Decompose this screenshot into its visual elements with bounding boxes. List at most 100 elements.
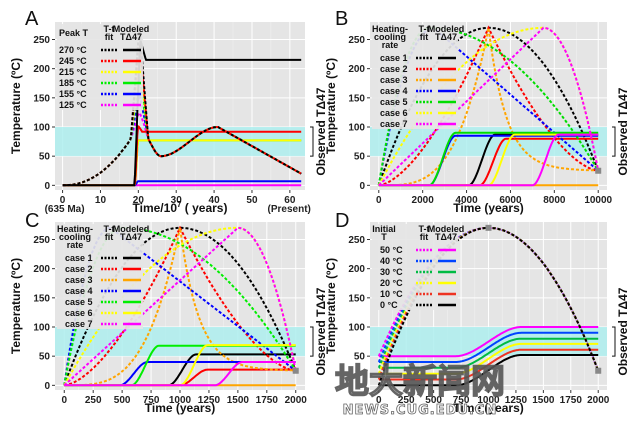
legend-title: cooling (59, 232, 91, 242)
curves (62, 30, 302, 187)
modeled-line (378, 354, 599, 387)
x-tick-label: 50 (246, 195, 258, 206)
panel-c: 0 250 500 750 1000 1250 1500 1750 2000 0 50 100 150 2… (9, 210, 328, 415)
legend-label: 20 °C (380, 278, 403, 288)
legend-title: fit (420, 32, 429, 42)
observed-bracket (612, 326, 616, 357)
legend-label: case 6 (65, 308, 93, 318)
legend-title: T-t (419, 224, 430, 234)
x-tick-label: 1250 (198, 395, 221, 406)
x-tick-label: 0 (376, 395, 382, 406)
legend-title: TΔ47 (120, 232, 142, 242)
y-tick-label: 50 (39, 152, 51, 163)
legend-box (372, 24, 458, 129)
watermark-url: NEWS.CUG.EDU.CN (343, 403, 498, 418)
legend-label: 30 °C (380, 267, 403, 277)
x-tick-label: 0 (376, 195, 382, 206)
y-axis-label: Temperature (ºC) (9, 258, 23, 354)
right-axis-label: Observed TΔ47 (314, 87, 328, 175)
y-tick-label: 150 (348, 293, 365, 304)
x-tick-label: 250 (85, 395, 102, 406)
observed-bracket (310, 326, 314, 357)
panel-letter: A (25, 8, 39, 30)
y-tick-label: 250 (348, 35, 365, 46)
peak-marker (485, 224, 492, 231)
legend-label: 155 °C (59, 89, 87, 99)
legend-label: case 2 (380, 64, 408, 74)
x-tick-label: 10 (95, 195, 107, 206)
y-tick-label: 0 (359, 181, 365, 192)
y-tick-label: 200 (33, 264, 50, 275)
modeled-line (378, 331, 599, 363)
legend-label: case 1 (380, 53, 408, 63)
legend-label: 185 °C (59, 78, 87, 88)
x-tick-label: 4000 (455, 195, 478, 206)
legend-label: case 7 (380, 119, 408, 129)
x-axis-label: Time (years) (453, 401, 523, 415)
legend-title: Modeled (113, 224, 150, 234)
panel-d: 0 250 500 750 1000 1250 1500 1750 2000 50 100 150 20… (324, 210, 630, 415)
x-tick-label: 30 (171, 195, 183, 206)
right-axis-label: Observed TΔ47 (616, 87, 630, 175)
tt-fit-line (64, 227, 296, 387)
legend-title: Modeled (113, 24, 150, 34)
modeled-line (378, 326, 599, 358)
y-tick-label: 100 (348, 323, 365, 334)
tt-fit-line (62, 44, 302, 187)
x-tick-label: 500 (425, 395, 442, 406)
legend-label: 215 °C (59, 67, 87, 77)
x-axis-label: Time (years) (453, 201, 523, 215)
legend-label: 40 °C (380, 256, 403, 266)
legend-label: case 4 (380, 86, 408, 96)
legend-box (57, 224, 143, 329)
end-marker (292, 367, 299, 374)
legend-label: case 6 (380, 108, 408, 118)
y-tick-label: 50 (354, 152, 366, 163)
observed-band (55, 327, 305, 357)
legend-label: 10 °C (380, 289, 403, 299)
legend-title: fit (105, 232, 114, 242)
x-tick-label: 250 (398, 395, 415, 406)
x-tick-label: 2000 (285, 395, 308, 406)
legend-title: T-t (419, 24, 430, 34)
tt-fit-line (378, 26, 600, 187)
y-tick-label: 150 (33, 93, 50, 104)
x-tick-label: 10000 (584, 195, 612, 206)
legend-title: TΔ47 (435, 32, 457, 42)
legend-label: case 2 (65, 264, 93, 274)
end-marker (595, 167, 602, 174)
x-tick-label: 1000 (477, 395, 500, 406)
x-tick-label: 60 (284, 195, 296, 206)
x-tick-label: 2000 (587, 395, 610, 406)
legend-label: 125 °C (59, 100, 87, 110)
legend-title: TΔ47 (435, 232, 457, 242)
y-tick-label: 150 (348, 93, 365, 104)
x-tick-label: 1250 (505, 395, 528, 406)
y-tick-label: 100 (33, 123, 50, 134)
modeled-line (378, 133, 599, 187)
y-tick-label: 200 (348, 64, 365, 75)
legend-label: case 5 (380, 97, 408, 107)
x-axis-label: Time (years) (145, 401, 215, 415)
x-tick-label: 2000 (412, 195, 435, 206)
end-marker (595, 367, 602, 374)
y-tick-label: 200 (348, 264, 365, 275)
legend-title: Initial (372, 224, 396, 234)
legend-label: 0 °C (380, 300, 398, 310)
y-axis-label: Temperature (ºC) (324, 58, 338, 154)
x-tick-label: 1750 (560, 395, 583, 406)
y-tick-label: 50 (39, 352, 51, 363)
legend-title: rate (382, 40, 399, 50)
y-tick-label: 150 (33, 293, 50, 304)
x-tick-label: 1500 (532, 395, 555, 406)
x-tick-label: 20 (133, 195, 145, 206)
legend-label: case 3 (65, 275, 93, 285)
legend-title: T-t (104, 24, 115, 34)
panel-letter: D (335, 210, 349, 232)
x-tick-label: 1750 (256, 395, 279, 406)
